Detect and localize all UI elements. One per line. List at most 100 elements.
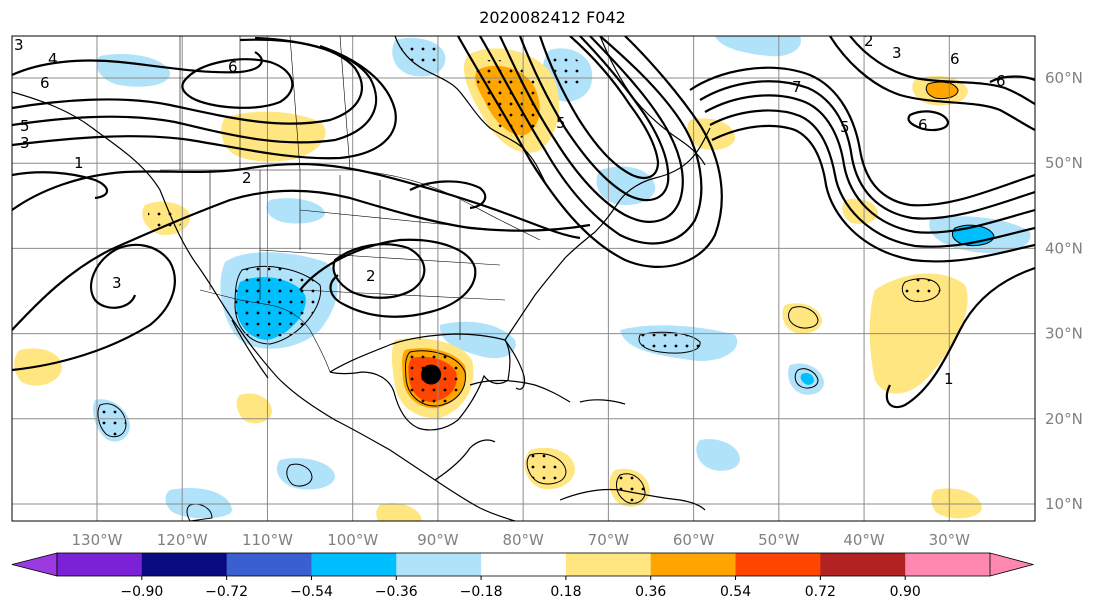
colorbar-segment [57, 553, 143, 576]
stippled-region [639, 332, 701, 354]
contour-line [12, 243, 176, 372]
contour-line [12, 171, 109, 200]
contour-label: 2 [864, 32, 874, 50]
colorbar-tick-label: 0.36 [635, 584, 666, 600]
positive-anomaly-region [931, 488, 982, 519]
stippled-region [98, 403, 126, 437]
gulf-coast [329, 333, 511, 431]
negative-anomaly-region [596, 166, 656, 206]
contour-line [711, 124, 1035, 263]
longitude-label: 90°W [417, 531, 459, 549]
contour-line [409, 180, 487, 210]
latitude-label: 40°N [1045, 239, 1083, 257]
colorbar-tick-label: −0.54 [290, 584, 333, 600]
positive-anomaly-region [236, 393, 272, 424]
cuba [469, 379, 571, 403]
outline [405, 350, 466, 407]
contour-line [699, 80, 1035, 220]
map-frame [11, 35, 1036, 522]
positive-anomaly-region [926, 82, 958, 99]
contour-line [181, 58, 294, 109]
contour-line [479, 36, 703, 245]
colorbar-tick-label: 0.90 [890, 584, 921, 600]
storm-center-marker [421, 364, 442, 385]
longitude-label: 50°W [758, 531, 800, 549]
negative-anomaly-region [696, 439, 740, 471]
stippled-region [902, 278, 940, 302]
contour-line [332, 243, 426, 299]
contour-label: 4 [48, 50, 58, 68]
negative-anomaly-region [800, 372, 814, 385]
map-area: 3 4 6 6 5 3 1 2 3 2 7 5 2 3 6 6 6 5 1 [12, 32, 1035, 521]
contour-line [12, 189, 591, 331]
outline [616, 473, 646, 504]
outline [286, 463, 313, 487]
contour-line [499, 36, 684, 223]
florida [504, 339, 526, 390]
contour-line [12, 44, 397, 160]
contour-label: 7 [792, 78, 802, 96]
colorbar-frame [56, 552, 991, 577]
contour-label: 5 [556, 114, 566, 132]
baja-california [231, 319, 269, 379]
contour-line [457, 36, 723, 268]
contour-label: 6 [228, 58, 238, 76]
contour-label: 3 [892, 44, 902, 62]
contour-line [849, 36, 1035, 105]
colorbar-segment [735, 553, 821, 576]
latitude-label: 30°N [1045, 325, 1083, 343]
contour-label: 3 [112, 274, 122, 292]
colorbar-segment [820, 553, 906, 576]
longitude-label: 40°W [843, 531, 885, 549]
contour-label: 1 [74, 154, 84, 172]
contour-label: 2 [242, 169, 252, 187]
stippled-region [148, 206, 182, 232]
colorbar-segment [481, 553, 567, 576]
colorbar-tick-label: −0.90 [120, 584, 163, 600]
contour-label: 5 [20, 117, 30, 135]
colorbar: −0.90 −0.72 −0.54 −0.36 −0.18 0.18 0.36 0.54 0.7… [11, 552, 1035, 600]
outline [234, 265, 322, 345]
colorbar-segment [141, 553, 228, 576]
positive-anomaly-region [376, 503, 422, 521]
longitude-label: 30°W [929, 531, 971, 549]
positive-anomaly-region [687, 118, 735, 150]
colorbar-tick-label: −0.72 [205, 584, 248, 600]
contour-line [538, 36, 660, 179]
colorbar-segment [905, 553, 991, 576]
contour-line [12, 162, 581, 240]
negative-anomaly-region [266, 198, 326, 224]
contour-line [989, 75, 1035, 83]
latitude-label: 60°N [1045, 69, 1083, 87]
colorbar-segment [226, 553, 312, 576]
outline [638, 331, 701, 354]
colorbar-segment [311, 553, 397, 576]
colorbar-tick-label: 0.18 [550, 584, 581, 600]
latitude-label: 50°N [1045, 154, 1083, 172]
colorbar-segment [565, 553, 652, 576]
central-america [434, 439, 496, 481]
stippled-region [400, 39, 440, 70]
canada-provinces [179, 36, 351, 171]
contour-label: 6 [40, 74, 50, 92]
contour-label: 2 [366, 267, 376, 285]
latitude-label: 10°N [1045, 495, 1083, 513]
negative-anomaly-region [439, 321, 516, 359]
contour-labels: 3 4 6 6 5 3 1 2 3 2 7 5 2 3 6 6 6 5 1 [14, 32, 1006, 388]
colorbar-tick-label: −0.36 [375, 584, 418, 600]
contour-line [709, 109, 1035, 248]
hispaniola [579, 399, 626, 405]
contour-line [704, 94, 1035, 234]
contour-label: 6 [918, 116, 928, 134]
longitude-label: 60°W [673, 531, 715, 549]
contour-line [518, 36, 670, 202]
graticule [12, 36, 1035, 521]
colorbar-segment [650, 553, 737, 576]
longitude-label: 120°W [157, 531, 208, 549]
contour-label: 6 [996, 72, 1006, 90]
colorbar-extend-high [989, 552, 1035, 577]
map-title: 2020082412 F042 [479, 8, 626, 27]
us-mexico-border [199, 289, 331, 373]
outline [186, 503, 213, 521]
